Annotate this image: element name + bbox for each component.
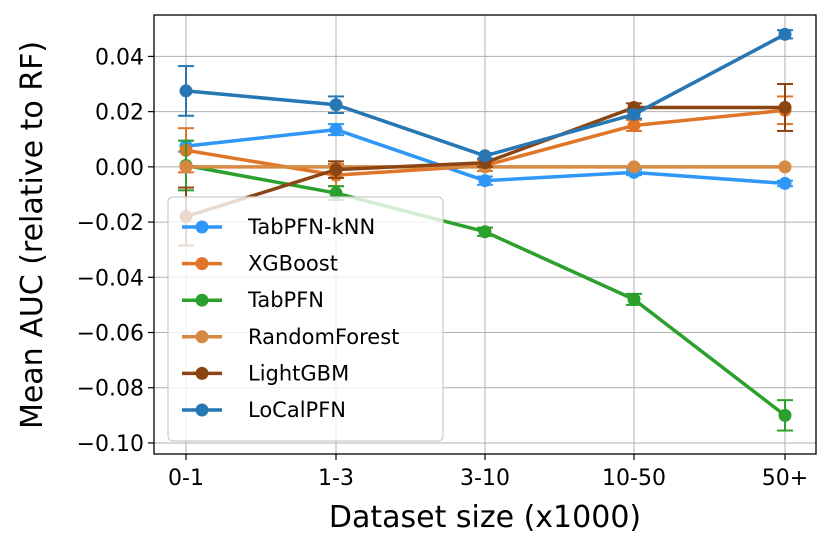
- legend-box: [167, 196, 444, 442]
- y-tick-label: 0.00: [95, 156, 144, 181]
- data-point: [478, 225, 492, 239]
- data-point: [778, 176, 792, 190]
- x-tick-label: 50+: [762, 466, 808, 491]
- legend-item: LightGBM: [182, 361, 349, 385]
- data-point: [778, 160, 792, 174]
- legend-label: TabPFN: [247, 288, 324, 312]
- y-axis-ticks: −0.10 −0.08 −0.06 −0.04 −0.02 0.00 0.02 0.04: [77, 45, 154, 457]
- legend-swatch-marker: [195, 403, 209, 417]
- y-tick-label: 0.04: [95, 45, 144, 70]
- x-tick-label: 0-1: [168, 466, 204, 491]
- x-axis-label: Dataset size (x1000): [329, 500, 641, 535]
- x-axis-ticks: 0-1 1-3 3-10 10-50 50+: [168, 454, 808, 491]
- legend-swatch-marker: [195, 220, 209, 234]
- legend-label: LightGBM: [248, 361, 349, 385]
- data-point: [329, 163, 343, 177]
- legend-item: XGBoost: [182, 252, 338, 276]
- data-point: [627, 160, 641, 174]
- data-point: [778, 100, 792, 114]
- legend-label: LoCalPFN: [248, 398, 346, 422]
- data-point: [478, 149, 492, 163]
- data-point: [329, 186, 343, 200]
- y-tick-label: −0.04: [77, 266, 144, 291]
- legend: TabPFN-kNN XGBoost TabPFN RandomForest Light…: [167, 196, 444, 442]
- data-point: [627, 292, 641, 306]
- legend-label: XGBoost: [248, 252, 338, 276]
- y-tick-label: 0.02: [95, 101, 144, 126]
- data-point: [778, 27, 792, 41]
- data-point: [478, 174, 492, 188]
- series-lines: [178, 27, 793, 432]
- x-tick-label: 1-3: [318, 466, 354, 491]
- series-localpfn: [178, 27, 793, 163]
- data-point: [329, 123, 343, 137]
- y-tick-label: −0.08: [77, 377, 144, 402]
- data-point: [627, 107, 641, 121]
- y-tick-label: −0.02: [77, 211, 144, 236]
- legend-swatch-marker: [195, 330, 209, 344]
- x-tick-label: 3-10: [460, 466, 510, 491]
- y-axis-label: Mean AUC (relative to RF): [15, 41, 50, 429]
- y-tick-label: −0.10: [77, 432, 144, 457]
- data-point: [627, 118, 641, 132]
- legend-label: TabPFN-kNN: [247, 215, 375, 239]
- legend-label: RandomForest: [248, 325, 399, 349]
- legend-item: LoCalPFN: [182, 398, 346, 422]
- y-tick-label: −0.06: [77, 322, 144, 347]
- x-tick-label: 10-50: [602, 466, 666, 491]
- legend-item: RandomForest: [182, 325, 399, 349]
- data-point: [778, 408, 792, 422]
- legend-item: TabPFN-kNN: [182, 215, 375, 239]
- legend-swatch-marker: [195, 293, 209, 307]
- legend-item: TabPFN: [182, 288, 324, 312]
- data-point: [329, 98, 343, 112]
- legend-swatch-marker: [195, 257, 209, 271]
- legend-swatch-marker: [195, 366, 209, 380]
- data-point: [179, 84, 193, 98]
- data-point: [179, 160, 193, 174]
